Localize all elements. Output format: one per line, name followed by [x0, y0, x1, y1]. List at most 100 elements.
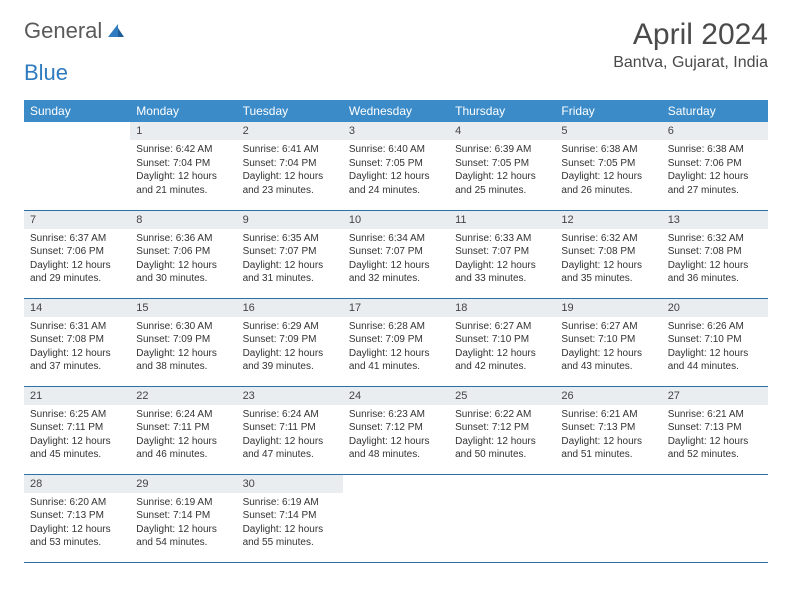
- calendar-day-cell: 24Sunrise: 6:23 AMSunset: 7:12 PMDayligh…: [343, 386, 449, 474]
- day-details: Sunrise: 6:21 AMSunset: 7:13 PMDaylight:…: [662, 405, 768, 467]
- day-details: Sunrise: 6:19 AMSunset: 7:14 PMDaylight:…: [237, 493, 343, 555]
- day-details: Sunrise: 6:26 AMSunset: 7:10 PMDaylight:…: [662, 317, 768, 379]
- day-number: 19: [555, 299, 661, 317]
- day-number: 8: [130, 211, 236, 229]
- title-block: April 2024 Bantva, Gujarat, India: [613, 18, 768, 72]
- calendar-day-cell: 14Sunrise: 6:31 AMSunset: 7:08 PMDayligh…: [24, 298, 130, 386]
- calendar-day-cell: 4Sunrise: 6:39 AMSunset: 7:05 PMDaylight…: [449, 122, 555, 210]
- day-details: Sunrise: 6:38 AMSunset: 7:06 PMDaylight:…: [662, 140, 768, 202]
- day-number: 24: [343, 387, 449, 405]
- day-details: Sunrise: 6:24 AMSunset: 7:11 PMDaylight:…: [237, 405, 343, 467]
- month-title: April 2024: [613, 18, 768, 52]
- day-number: 6: [662, 122, 768, 140]
- day-details: Sunrise: 6:20 AMSunset: 7:13 PMDaylight:…: [24, 493, 130, 555]
- day-details: Sunrise: 6:41 AMSunset: 7:04 PMDaylight:…: [237, 140, 343, 202]
- calendar-day-cell: 1Sunrise: 6:42 AMSunset: 7:04 PMDaylight…: [130, 122, 236, 210]
- day-details: Sunrise: 6:27 AMSunset: 7:10 PMDaylight:…: [449, 317, 555, 379]
- day-number: 30: [237, 475, 343, 493]
- weekday-header-row: SundayMondayTuesdayWednesdayThursdayFrid…: [24, 100, 768, 122]
- day-details: Sunrise: 6:23 AMSunset: 7:12 PMDaylight:…: [343, 405, 449, 467]
- calendar-day-cell: 16Sunrise: 6:29 AMSunset: 7:09 PMDayligh…: [237, 298, 343, 386]
- calendar-body: ..1Sunrise: 6:42 AMSunset: 7:04 PMDaylig…: [24, 122, 768, 562]
- day-number: 17: [343, 299, 449, 317]
- logo-text-general: General: [24, 18, 102, 44]
- day-details: Sunrise: 6:32 AMSunset: 7:08 PMDaylight:…: [555, 229, 661, 291]
- calendar-day-cell: 15Sunrise: 6:30 AMSunset: 7:09 PMDayligh…: [130, 298, 236, 386]
- logo-sail-icon: [105, 22, 125, 40]
- calendar-day-cell: 22Sunrise: 6:24 AMSunset: 7:11 PMDayligh…: [130, 386, 236, 474]
- calendar-day-cell: 21Sunrise: 6:25 AMSunset: 7:11 PMDayligh…: [24, 386, 130, 474]
- calendar-day-cell: 19Sunrise: 6:27 AMSunset: 7:10 PMDayligh…: [555, 298, 661, 386]
- calendar-day-cell: 8Sunrise: 6:36 AMSunset: 7:06 PMDaylight…: [130, 210, 236, 298]
- day-details: Sunrise: 6:33 AMSunset: 7:07 PMDaylight:…: [449, 229, 555, 291]
- weekday-header: Monday: [130, 100, 236, 122]
- day-number: 23: [237, 387, 343, 405]
- calendar-day-cell: 27Sunrise: 6:21 AMSunset: 7:13 PMDayligh…: [662, 386, 768, 474]
- calendar-day-cell: 9Sunrise: 6:35 AMSunset: 7:07 PMDaylight…: [237, 210, 343, 298]
- calendar-day-cell: 26Sunrise: 6:21 AMSunset: 7:13 PMDayligh…: [555, 386, 661, 474]
- day-number: 4: [449, 122, 555, 140]
- day-details: Sunrise: 6:40 AMSunset: 7:05 PMDaylight:…: [343, 140, 449, 202]
- weekday-header: Saturday: [662, 100, 768, 122]
- day-number: 10: [343, 211, 449, 229]
- calendar-day-cell: 12Sunrise: 6:32 AMSunset: 7:08 PMDayligh…: [555, 210, 661, 298]
- calendar-day-cell: 18Sunrise: 6:27 AMSunset: 7:10 PMDayligh…: [449, 298, 555, 386]
- day-number: 11: [449, 211, 555, 229]
- day-details: Sunrise: 6:19 AMSunset: 7:14 PMDaylight:…: [130, 493, 236, 555]
- calendar-day-cell: 6Sunrise: 6:38 AMSunset: 7:06 PMDaylight…: [662, 122, 768, 210]
- calendar-day-cell: 5Sunrise: 6:38 AMSunset: 7:05 PMDaylight…: [555, 122, 661, 210]
- day-number: 29: [130, 475, 236, 493]
- day-details: Sunrise: 6:36 AMSunset: 7:06 PMDaylight:…: [130, 229, 236, 291]
- day-number: 22: [130, 387, 236, 405]
- calendar-week-row: 21Sunrise: 6:25 AMSunset: 7:11 PMDayligh…: [24, 386, 768, 474]
- day-details: Sunrise: 6:27 AMSunset: 7:10 PMDaylight:…: [555, 317, 661, 379]
- day-number: 5: [555, 122, 661, 140]
- day-number: 3: [343, 122, 449, 140]
- calendar-week-row: 28Sunrise: 6:20 AMSunset: 7:13 PMDayligh…: [24, 474, 768, 562]
- calendar-day-cell: 25Sunrise: 6:22 AMSunset: 7:12 PMDayligh…: [449, 386, 555, 474]
- weekday-header: Wednesday: [343, 100, 449, 122]
- day-number: 7: [24, 211, 130, 229]
- day-details: Sunrise: 6:39 AMSunset: 7:05 PMDaylight:…: [449, 140, 555, 202]
- day-details: Sunrise: 6:30 AMSunset: 7:09 PMDaylight:…: [130, 317, 236, 379]
- day-details: Sunrise: 6:24 AMSunset: 7:11 PMDaylight:…: [130, 405, 236, 467]
- weekday-header: Sunday: [24, 100, 130, 122]
- logo: General: [24, 18, 127, 44]
- day-details: Sunrise: 6:35 AMSunset: 7:07 PMDaylight:…: [237, 229, 343, 291]
- day-number: 21: [24, 387, 130, 405]
- calendar-table: SundayMondayTuesdayWednesdayThursdayFrid…: [24, 100, 768, 563]
- day-details: Sunrise: 6:25 AMSunset: 7:11 PMDaylight:…: [24, 405, 130, 467]
- day-details: Sunrise: 6:22 AMSunset: 7:12 PMDaylight:…: [449, 405, 555, 467]
- day-details: Sunrise: 6:34 AMSunset: 7:07 PMDaylight:…: [343, 229, 449, 291]
- day-number: 1: [130, 122, 236, 140]
- calendar-day-cell: 3Sunrise: 6:40 AMSunset: 7:05 PMDaylight…: [343, 122, 449, 210]
- day-details: Sunrise: 6:31 AMSunset: 7:08 PMDaylight:…: [24, 317, 130, 379]
- calendar-day-cell: 30Sunrise: 6:19 AMSunset: 7:14 PMDayligh…: [237, 474, 343, 562]
- calendar-day-cell: 10Sunrise: 6:34 AMSunset: 7:07 PMDayligh…: [343, 210, 449, 298]
- calendar-day-cell: ..: [24, 122, 130, 210]
- day-number: 12: [555, 211, 661, 229]
- calendar-day-cell: 28Sunrise: 6:20 AMSunset: 7:13 PMDayligh…: [24, 474, 130, 562]
- calendar-week-row: 7Sunrise: 6:37 AMSunset: 7:06 PMDaylight…: [24, 210, 768, 298]
- day-number: 2: [237, 122, 343, 140]
- weekday-header: Tuesday: [237, 100, 343, 122]
- calendar-week-row: ..1Sunrise: 6:42 AMSunset: 7:04 PMDaylig…: [24, 122, 768, 210]
- calendar-day-cell: 17Sunrise: 6:28 AMSunset: 7:09 PMDayligh…: [343, 298, 449, 386]
- location: Bantva, Gujarat, India: [613, 54, 768, 72]
- day-number: 16: [237, 299, 343, 317]
- calendar-day-cell: 7Sunrise: 6:37 AMSunset: 7:06 PMDaylight…: [24, 210, 130, 298]
- day-details: Sunrise: 6:32 AMSunset: 7:08 PMDaylight:…: [662, 229, 768, 291]
- calendar-day-cell: 29Sunrise: 6:19 AMSunset: 7:14 PMDayligh…: [130, 474, 236, 562]
- day-details: Sunrise: 6:29 AMSunset: 7:09 PMDaylight:…: [237, 317, 343, 379]
- day-number: 14: [24, 299, 130, 317]
- day-number: 15: [130, 299, 236, 317]
- day-number: 27: [662, 387, 768, 405]
- calendar-day-cell: ..: [662, 474, 768, 562]
- day-number: 20: [662, 299, 768, 317]
- calendar-day-cell: ..: [555, 474, 661, 562]
- day-details: Sunrise: 6:38 AMSunset: 7:05 PMDaylight:…: [555, 140, 661, 202]
- day-details: Sunrise: 6:21 AMSunset: 7:13 PMDaylight:…: [555, 405, 661, 467]
- calendar-day-cell: 23Sunrise: 6:24 AMSunset: 7:11 PMDayligh…: [237, 386, 343, 474]
- calendar-day-cell: 13Sunrise: 6:32 AMSunset: 7:08 PMDayligh…: [662, 210, 768, 298]
- calendar-day-cell: 2Sunrise: 6:41 AMSunset: 7:04 PMDaylight…: [237, 122, 343, 210]
